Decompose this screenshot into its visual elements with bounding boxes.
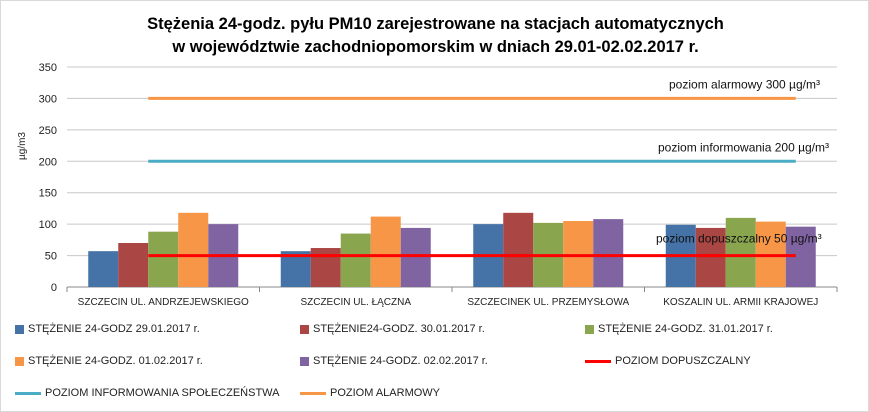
bar: [695, 227, 726, 287]
x-tick-label: SZCZECIN UL. ŁĄCZNA: [300, 297, 411, 308]
legend-swatch: [300, 391, 326, 395]
legend-swatch: [585, 359, 611, 363]
bar: [340, 233, 371, 287]
legend-swatch: [300, 356, 309, 366]
legend-item: STĘŻENIE 24-GODZ 29.01.2017 r.: [15, 323, 200, 335]
y-tick-label: 250: [39, 125, 57, 137]
x-tick-label: SZCZECIN UL. ANDRZEJEWSKIEGO: [78, 297, 249, 308]
bar: [148, 231, 179, 287]
chart-title: Stężenia 24-godz. pyłu PM10 zarejestrowa…: [1, 13, 868, 59]
legend-label: POZIOM ALARMOWY: [330, 387, 441, 399]
legend-label: STĘŻENIE 24-GODZ. 31.01.2017 r.: [598, 323, 773, 335]
legend-item: STĘŻENIE24-GODZ. 30.01.2017 r.: [300, 323, 485, 335]
bar: [503, 212, 534, 287]
legend-label: POZIOM DOPUSZCZALNY: [615, 355, 751, 367]
legend-swatch: [300, 324, 309, 334]
legend-item: POZIOM ALARMOWY: [300, 387, 440, 399]
y-tick-label: 0: [51, 282, 57, 294]
reference-line-label: poziom dopuszczalny 50 µg/m³: [656, 232, 822, 246]
bar: [400, 227, 431, 287]
reference-line-label: poziom alarmowy 300 µg/m³: [669, 77, 820, 91]
legend-label: STĘŻENIE 24-GODZ 29.01.2017 r.: [28, 323, 200, 335]
legend-swatch: [15, 324, 24, 334]
y-tick-label: 350: [39, 62, 57, 74]
legend-swatch: [15, 356, 24, 366]
legend-label: STĘŻENIE24-GODZ. 30.01.2017 r.: [313, 323, 485, 335]
y-tick-label: 150: [39, 188, 57, 200]
x-tick-label: KOSZALIN UL. ARMII KRAJOWEJ: [663, 297, 818, 308]
legend-item: STĘŻENIE 24-GODZ. 31.01.2017 r.: [585, 323, 773, 335]
legend-item: POZIOM INFORMOWANIA SPOŁECZEŃSTWA: [15, 387, 279, 399]
bar: [88, 251, 119, 287]
title-line-2: w województwie zachodniopomorskim w dnia…: [172, 38, 699, 56]
legend-label: POZIOM INFORMOWANIA SPOŁECZEŃSTWA: [45, 387, 280, 399]
y-axis-label: µg/m3: [17, 132, 28, 160]
y-tick-label: 200: [39, 156, 57, 168]
bar: [593, 219, 624, 287]
bar: [310, 248, 341, 287]
bar: [280, 251, 311, 287]
legend-item: STĘŻENIE 24-GODZ. 02.02.2017 r.: [300, 355, 488, 367]
y-tick-label: 50: [45, 251, 57, 263]
bar: [370, 216, 401, 287]
legend-label: STĘŻENIE 24-GODZ. 02.02.2017 r.: [313, 355, 488, 367]
reference-line-label: poziom informowania 200 µg/m³: [658, 140, 829, 154]
bar: [118, 243, 149, 287]
x-tick-label: SZCZECINEK UL. PRZEMYSŁOWA: [467, 297, 629, 308]
bar: [563, 221, 594, 287]
legend-item: POZIOM DOPUSZCZALNY: [585, 355, 751, 367]
bar: [178, 212, 209, 287]
legend-label: STĘŻENIE 24-GODZ. 01.02.2017 r.: [28, 355, 203, 367]
legend-item: STĘŻENIE 24-GODZ. 01.02.2017 r.: [15, 355, 203, 367]
legend-swatch: [15, 391, 41, 395]
title-line-1: Stężenia 24-godz. pyłu PM10 zarejestrowa…: [147, 15, 724, 33]
y-tick-label: 100: [39, 219, 57, 231]
y-tick-label: 300: [39, 93, 57, 105]
bar: [725, 217, 756, 287]
legend-swatch: [585, 324, 594, 334]
